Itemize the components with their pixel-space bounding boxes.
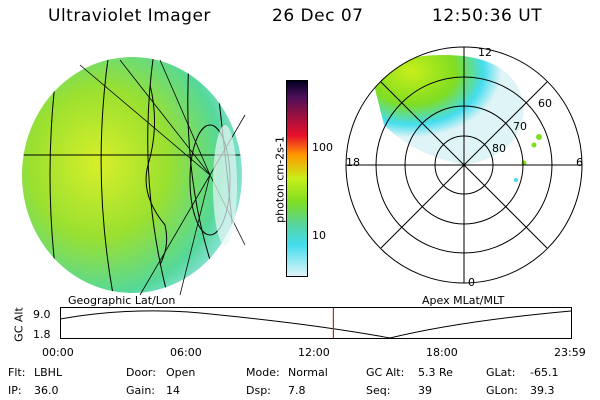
mlat-label-80: 80 xyxy=(492,142,506,155)
info-dsp: Dsp: 7.8 xyxy=(246,384,306,397)
date-label: 26 Dec 07 xyxy=(272,6,364,26)
colorbar-tick-10: 10 xyxy=(312,229,326,242)
altitude-plot xyxy=(60,307,572,339)
alt-ytick-low: 1.8 xyxy=(33,328,51,341)
alt-xtick-1800: 18:00 xyxy=(426,346,458,359)
info-door: Door: Open xyxy=(126,366,196,379)
info-mode: Mode: Normal xyxy=(246,366,328,379)
alt-xtick-1200: 12:00 xyxy=(298,346,330,359)
apex-panel-label: Apex MLat/MLT xyxy=(422,294,505,307)
colorbar-tick-100: 100 xyxy=(312,141,333,154)
geo-earth-disk xyxy=(22,57,242,293)
mlt-label-0: 0 xyxy=(468,276,475,289)
mlt-label-18: 18 xyxy=(346,156,360,169)
instrument-title: Ultraviolet Imager xyxy=(48,6,211,26)
time-label: 12:50:36 UT xyxy=(432,6,543,26)
info-gc-alt: GC Alt: 5.3 Re xyxy=(366,366,453,379)
geographic-panel-label: Geographic Lat/Lon xyxy=(68,294,176,307)
geographic-image xyxy=(22,57,246,296)
altitude-axis-label: GC Alt xyxy=(12,307,26,342)
polar-image xyxy=(345,46,583,284)
alt-xtick-0000: 00:00 xyxy=(42,346,74,359)
altitude-curve xyxy=(60,310,572,339)
mlt-label-12: 12 xyxy=(478,46,492,59)
alt-xtick-0600: 06:00 xyxy=(170,346,202,359)
info-ip: IP: 36.0 xyxy=(8,384,59,397)
mlat-label-70: 70 xyxy=(513,120,527,133)
mlat-label-60: 60 xyxy=(538,97,552,110)
mlt-label-6: 6 xyxy=(576,156,583,169)
info-seq: Seq: 39 xyxy=(366,384,432,397)
alt-ytick-high: 9.0 xyxy=(33,308,51,321)
info-glon: GLon: 39.3 xyxy=(486,384,555,397)
colorbar xyxy=(286,80,308,277)
colorbar-unit-label: photon cm-2s-1 xyxy=(273,136,287,223)
info-glat: GLat: -65.1 xyxy=(486,366,559,379)
alt-xtick-2359: 23:59 xyxy=(554,346,586,359)
info-filter: Flt: LBHL xyxy=(8,366,63,379)
info-gain: Gain: 14 xyxy=(126,384,180,397)
